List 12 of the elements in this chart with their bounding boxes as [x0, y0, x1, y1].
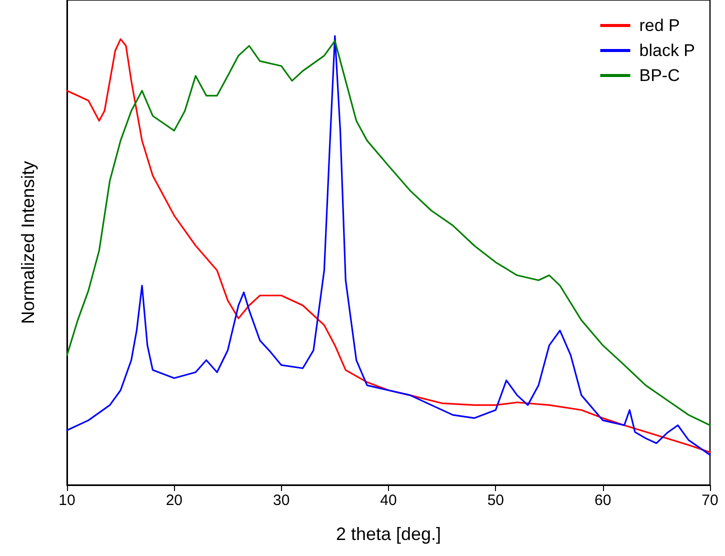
x-tick-label: 40 — [380, 492, 397, 509]
x-tick-label: 50 — [487, 492, 504, 509]
x-axis-title: 2 theta [deg.] — [336, 524, 442, 544]
x-tick-label: 10 — [58, 492, 76, 509]
y-axis-title: Normalized Intensity — [18, 160, 38, 324]
x-tick-label: 20 — [166, 492, 183, 509]
legend-label: BP-C — [639, 66, 680, 85]
x-tick-label: 30 — [272, 492, 290, 509]
legend-label: black P — [639, 41, 695, 60]
legend-label: red P — [639, 16, 680, 35]
x-tick-label: 70 — [702, 492, 718, 509]
x-tick-label: 60 — [594, 492, 612, 509]
